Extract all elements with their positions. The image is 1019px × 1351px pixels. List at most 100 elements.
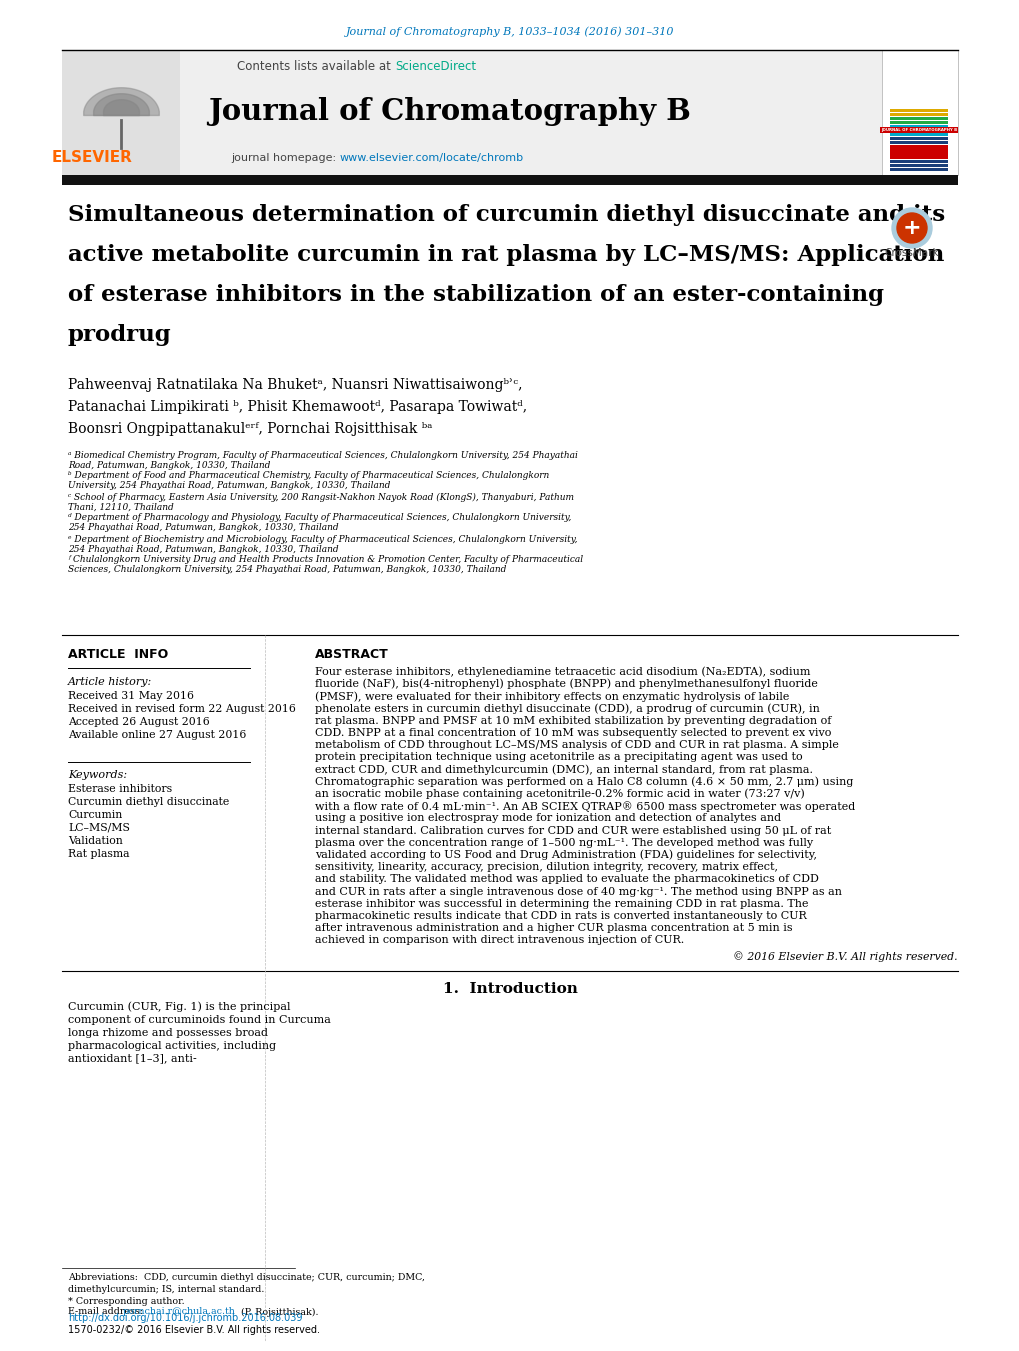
Bar [62,176,957,185]
Circle shape [896,213,926,243]
Text: Four esterase inhibitors, ethylenediamine tetraacetic acid disodium (Na₂EDTA), s: Four esterase inhibitors, ethylenediamin… [315,667,810,677]
Bar [890,128,947,132]
Text: (PMSF), were evaluated for their inhibitory effects on enzymatic hydrolysis of l: (PMSF), were evaluated for their inhibit… [315,692,789,701]
Text: phenolate esters in curcumin diethyl disuccinate (CDD), a prodrug of curcumin (C: phenolate esters in curcumin diethyl dis… [315,704,819,713]
Text: pornchai.r@chula.ac.th: pornchai.r@chula.ac.th [123,1308,235,1316]
Bar [890,113,947,116]
Text: ᶠ Chulalongkorn University Drug and Health Products Innovation & Promotion Cente: ᶠ Chulalongkorn University Drug and Heal… [68,555,583,565]
Bar [890,132,947,136]
Text: JOURNAL OF CHROMATOGRAPHY B: JOURNAL OF CHROMATOGRAPHY B [880,128,956,132]
Text: Boonsri Ongpipattanakulᵉʳᶠ, Pornchai Rojsitthisak ᵇᵃ: Boonsri Ongpipattanakulᵉʳᶠ, Pornchai Roj… [68,422,432,436]
Text: ARTICLE  INFO: ARTICLE INFO [68,648,168,662]
Text: Accepted 26 August 2016: Accepted 26 August 2016 [68,717,210,727]
Text: © 2016 Elsevier B.V. All rights reserved.: © 2016 Elsevier B.V. All rights reserved… [733,951,957,962]
Text: Journal of Chromatography B, 1033–1034 (2016) 301–310: Journal of Chromatography B, 1033–1034 (… [345,27,674,38]
Text: of esterase inhibitors in the stabilization of an ester-containing: of esterase inhibitors in the stabilizat… [68,284,883,305]
Text: ᵉ Department of Biochemistry and Microbiology, Faculty of Pharmaceutical Science: ᵉ Department of Biochemistry and Microbi… [68,535,577,543]
Text: Received 31 May 2016: Received 31 May 2016 [68,690,194,701]
Text: Rat plasma: Rat plasma [68,848,129,859]
Text: Curcumin: Curcumin [68,811,122,820]
Text: * Corresponding author.: * Corresponding author. [68,1297,184,1305]
Text: (P. Rojsitthisak).: (P. Rojsitthisak). [237,1308,318,1317]
Text: longa rhizome and possesses broad: longa rhizome and possesses broad [68,1028,268,1038]
Text: CDD. BNPP at a final concentration of 10 mM was subsequently selected to prevent: CDD. BNPP at a final concentration of 10… [315,728,830,738]
Circle shape [892,208,931,249]
Bar [890,145,947,159]
Bar [890,118,947,120]
Text: Road, Patumwan, Bangkok, 10330, Thailand: Road, Patumwan, Bangkok, 10330, Thailand [68,461,270,470]
Bar [890,168,947,172]
Text: rat plasma. BNPP and PMSF at 10 mM exhibited stabilization by preventing degrada: rat plasma. BNPP and PMSF at 10 mM exhib… [315,716,830,725]
Text: achieved in comparison with direct intravenous injection of CUR.: achieved in comparison with direct intra… [315,935,684,946]
Text: ᶜ School of Pharmacy, Eastern Asia University, 200 Rangsit-Nakhon Nayok Road (Kl: ᶜ School of Pharmacy, Eastern Asia Unive… [68,492,574,501]
Text: ELSEVIER: ELSEVIER [52,150,132,166]
Text: Journal of Chromatography B: Journal of Chromatography B [208,97,691,127]
Bar [890,141,947,145]
Text: extract CDD, CUR and dimethylcurcumin (DMC), an internal standard, from rat plas: extract CDD, CUR and dimethylcurcumin (D… [315,765,812,775]
Text: +: + [902,218,920,238]
Text: CrossMark: CrossMark [883,249,938,258]
Text: esterase inhibitor was successful in determining the remaining CDD in rat plasma: esterase inhibitor was successful in det… [315,898,808,909]
Text: journal homepage:: journal homepage: [231,153,339,163]
Text: after intravenous administration and a higher CUR plasma concentration at 5 min : after intravenous administration and a h… [315,923,792,934]
Bar [881,50,957,176]
Bar [890,159,947,163]
Text: Validation: Validation [68,836,122,846]
Text: antioxidant [1–3], anti-: antioxidant [1–3], anti- [68,1054,197,1063]
Text: ABSTRACT: ABSTRACT [315,648,388,662]
Text: Pahweenvaj Ratnatilaka Na Bhuketᵃ, Nuansri Niwattisaiwongᵇʾᶜ,: Pahweenvaj Ratnatilaka Na Bhuketᵃ, Nuans… [68,378,522,392]
Text: dimethylcurcumin; IS, internal standard.: dimethylcurcumin; IS, internal standard. [68,1285,264,1293]
Text: Thani, 12110, Thailand: Thani, 12110, Thailand [68,503,173,512]
Text: Sciences, Chulalongkorn University, 254 Phayathai Road, Patumwan, Bangkok, 10330: Sciences, Chulalongkorn University, 254 … [68,566,505,574]
Text: 1570-0232/© 2016 Elsevier B.V. All rights reserved.: 1570-0232/© 2016 Elsevier B.V. All right… [68,1325,320,1335]
Text: plasma over the concentration range of 1–500 ng·mL⁻¹. The developed method was f: plasma over the concentration range of 1… [315,838,812,848]
Text: www.elsevier.com/locate/chromb: www.elsevier.com/locate/chromb [339,153,524,163]
Bar [62,50,179,176]
Text: http://dx.doi.org/10.1016/j.jchromb.2016.08.039: http://dx.doi.org/10.1016/j.jchromb.2016… [68,1313,303,1323]
Text: an isocratic mobile phase containing acetonitrile-0.2% formic acid in water (73:: an isocratic mobile phase containing ace… [315,789,804,800]
Bar [62,50,881,176]
Text: pharmacological activities, including: pharmacological activities, including [68,1040,276,1051]
Bar [890,126,947,128]
Text: Curcumin (CUR, Fig. 1) is the principal: Curcumin (CUR, Fig. 1) is the principal [68,1001,290,1012]
Text: 1.  Introduction: 1. Introduction [442,982,577,996]
Text: Contents lists available at: Contents lists available at [237,61,394,73]
Text: fluoride (NaF), bis(4-nitrophenyl) phosphate (BNPP) and phenylmethanesulfonyl fl: fluoride (NaF), bis(4-nitrophenyl) phosp… [315,680,817,689]
Text: internal standard. Calibration curves for CDD and CUR were established using 50 : internal standard. Calibration curves fo… [315,825,830,836]
Bar [890,122,947,124]
Text: Curcumin diethyl disuccinate: Curcumin diethyl disuccinate [68,797,229,807]
Text: pharmacokinetic results indicate that CDD in rats is converted instantaneously t: pharmacokinetic results indicate that CD… [315,911,806,921]
Text: 254 Phayathai Road, Patumwan, Bangkok, 10330, Thailand: 254 Phayathai Road, Patumwan, Bangkok, 1… [68,544,338,554]
Text: Received in revised form 22 August 2016: Received in revised form 22 August 2016 [68,704,296,713]
Text: ᵃ Biomedical Chemistry Program, Faculty of Pharmaceutical Sciences, Chulalongkor: ᵃ Biomedical Chemistry Program, Faculty … [68,450,578,459]
Bar [890,163,947,168]
Text: and stability. The validated method was applied to evaluate the pharmacokinetics: and stability. The validated method was … [315,874,818,885]
Text: validated according to US Food and Drug Administration (FDA) guidelines for sele: validated according to US Food and Drug … [315,850,816,861]
Text: and CUR in rats after a single intravenous dose of 40 mg·kg⁻¹. The method using : and CUR in rats after a single intraveno… [315,886,841,897]
Text: Available online 27 August 2016: Available online 27 August 2016 [68,730,247,740]
Text: sensitivity, linearity, accuracy, precision, dilution integrity, recovery, matri: sensitivity, linearity, accuracy, precis… [315,862,777,873]
Text: Article history:: Article history: [68,677,152,688]
Text: component of curcuminoids found in Curcuma: component of curcuminoids found in Curcu… [68,1015,330,1024]
Text: ᵈ Department of Pharmacology and Physiology, Faculty of Pharmaceutical Sciences,: ᵈ Department of Pharmacology and Physiol… [68,513,571,523]
Text: University, 254 Phayathai Road, Patumwan, Bangkok, 10330, Thailand: University, 254 Phayathai Road, Patumwan… [68,481,390,490]
Text: E-mail address:: E-mail address: [68,1308,146,1316]
Text: LC–MS/MS: LC–MS/MS [68,823,129,834]
Text: protein precipitation technique using acetonitrile as a precipitating agent was : protein precipitation technique using ac… [315,753,802,762]
Text: Chromatographic separation was performed on a Halo C8 column (4.6 × 50 mm, 2.7 μ: Chromatographic separation was performed… [315,777,853,788]
Text: active metabolite curcumin in rat plasma by LC–MS/MS: Application: active metabolite curcumin in rat plasma… [68,245,944,266]
Text: Keywords:: Keywords: [68,770,127,780]
Text: using a positive ion electrospray mode for ionization and detection of analytes : using a positive ion electrospray mode f… [315,813,781,823]
Text: metabolism of CDD throughout LC–MS/MS analysis of CDD and CUR in rat plasma. A s: metabolism of CDD throughout LC–MS/MS an… [315,740,838,750]
Bar [890,136,947,141]
Text: prodrug: prodrug [68,324,171,346]
Text: 254 Phayathai Road, Patumwan, Bangkok, 10330, Thailand: 254 Phayathai Road, Patumwan, Bangkok, 1… [68,523,338,532]
Text: ScienceDirect: ScienceDirect [394,61,476,73]
Text: Simultaneous determination of curcumin diethyl disuccinate and its: Simultaneous determination of curcumin d… [68,204,945,226]
Text: with a flow rate of 0.4 mL·min⁻¹. An AB SCIEX QTRAP® 6500 mass spectrometer was : with a flow rate of 0.4 mL·min⁻¹. An AB … [315,801,854,812]
Text: ᵇ Department of Food and Pharmaceutical Chemistry, Faculty of Pharmaceutical Sci: ᵇ Department of Food and Pharmaceutical … [68,471,548,481]
Bar [890,109,947,112]
Text: Patanachai Limpikirati ᵇ, Phisit Khemawootᵈ, Pasarapa Towiwatᵈ,: Patanachai Limpikirati ᵇ, Phisit Khemawo… [68,400,527,413]
Text: Abbreviations:  CDD, curcumin diethyl disuccinate; CUR, curcumin; DMC,: Abbreviations: CDD, curcumin diethyl dis… [68,1274,425,1282]
Text: Esterase inhibitors: Esterase inhibitors [68,784,172,794]
